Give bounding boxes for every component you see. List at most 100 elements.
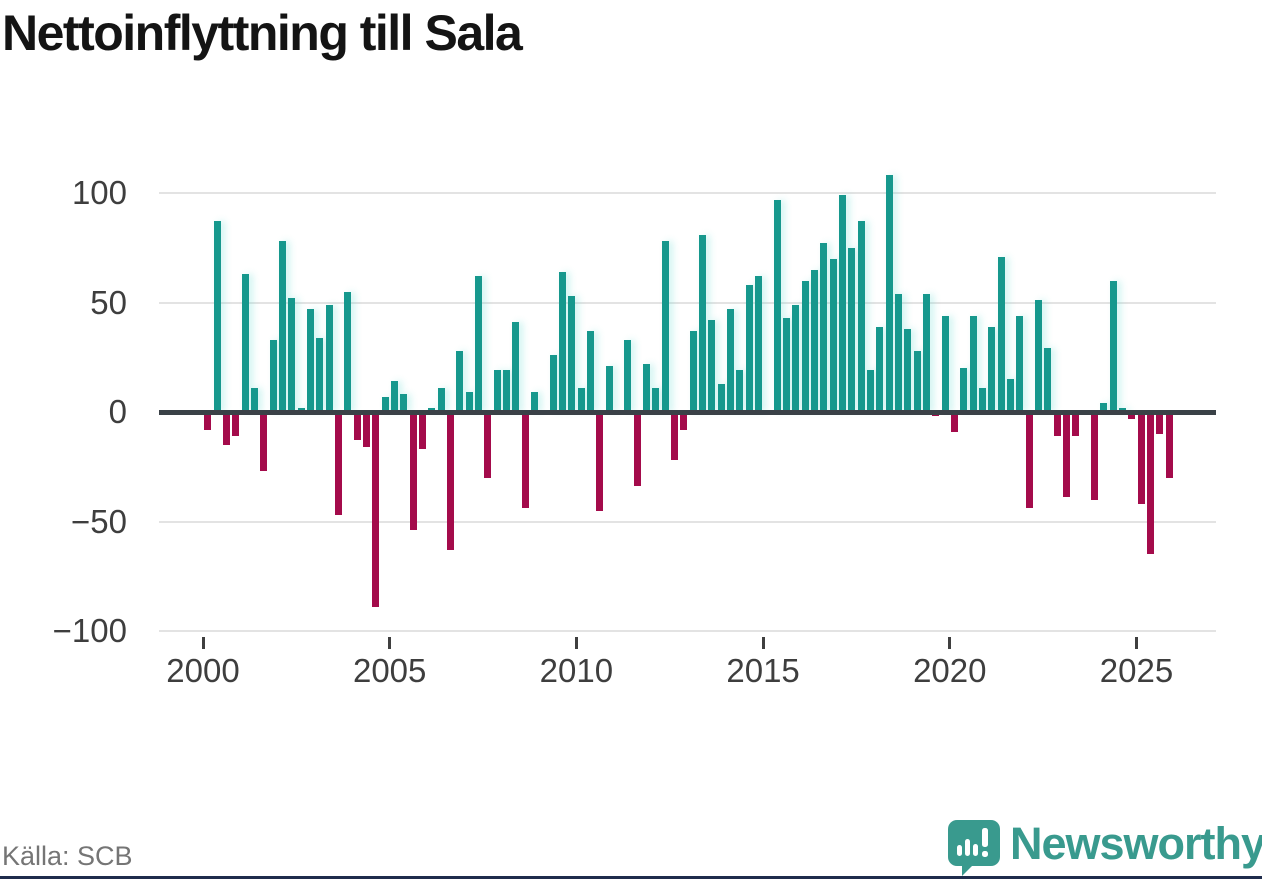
bar-2002q3 (297, 407, 305, 412)
bar-2005q2 (400, 394, 408, 412)
x-tick-label-2005: 2005 (352, 652, 427, 689)
bar-2014q1 (726, 309, 734, 412)
y-tick-label--100: −100 (52, 612, 127, 649)
bar-2004q4 (381, 396, 389, 412)
bar-2017q2 (848, 247, 856, 412)
x-tick-label-2000: 2000 (166, 652, 240, 689)
bar-2009q3 (558, 271, 566, 412)
bar-2002q2 (288, 298, 296, 412)
bar-2014q3 (745, 284, 753, 412)
bar-2006q1 (428, 407, 436, 412)
bar-2024q1 (1100, 403, 1108, 412)
newsworthy-logo-icon (948, 820, 1000, 866)
bar-2015q2 (773, 199, 781, 412)
bottom-accent-border (0, 876, 1262, 879)
bar-2021q2 (997, 256, 1005, 412)
bar-2002q1 (278, 241, 286, 412)
bar-2020q4 (978, 387, 986, 412)
chart-title: Nettoinflyttning till Sala (2, 5, 523, 61)
bar-2010q3 (596, 412, 604, 511)
bar-2008q1 (502, 370, 510, 412)
bar-2016q2 (810, 269, 818, 412)
bar-2021q3 (1006, 379, 1014, 412)
bar-2004q2 (362, 412, 370, 448)
bar-2018q4 (904, 328, 912, 412)
bar-2025q1 (1137, 412, 1145, 504)
bar-2020q3 (969, 315, 977, 412)
bar-2003q4 (344, 291, 352, 412)
x-tick-label-2015: 2015 (726, 652, 800, 689)
x-tick-label-2020: 2020 (913, 652, 987, 689)
bar-2005q1 (390, 381, 398, 412)
logo-chart-bar-icon (973, 844, 978, 856)
bar-2016q4 (829, 258, 837, 412)
bar-2017q4 (866, 370, 874, 412)
bar-2010q2 (586, 330, 594, 412)
y-tick-label-0: 0 (108, 393, 127, 430)
bar-2025q2 (1147, 412, 1154, 555)
bar-2022q4 (1053, 412, 1061, 437)
plot-area: 2000 2005 2010 2015 2020 2025 (159, 150, 1216, 689)
bar-2012q4 (680, 412, 688, 430)
bar-2018q1 (876, 326, 884, 412)
gridline (159, 301, 1216, 304)
bar-2007q4 (493, 370, 501, 412)
x-tick-2015 (761, 637, 765, 649)
bar-2018q3 (894, 293, 902, 412)
logo-chart-bar-icon (965, 839, 970, 856)
bar-2014q2 (736, 370, 744, 412)
bar-2015q4 (792, 304, 800, 412)
bar-2023q1 (1062, 412, 1070, 498)
bar-2006q4 (456, 350, 464, 412)
bar-2009q4 (568, 295, 576, 412)
bar-2022q2 (1034, 300, 1042, 412)
gridline (159, 520, 1216, 523)
bar-2024q2 (1109, 280, 1117, 412)
bar-2010q4 (605, 366, 613, 412)
bar-2018q2 (885, 175, 893, 412)
bar-2023q4 (1090, 412, 1098, 500)
x-tick-2000 (201, 637, 205, 649)
bar-2000q1 (204, 412, 212, 430)
bar-2020q1 (950, 412, 958, 432)
x-tick-label-2010: 2010 (539, 652, 614, 689)
bar-2019q4 (941, 315, 949, 412)
bar-2017q1 (838, 195, 846, 412)
bar-2012q2 (661, 241, 669, 412)
bar-2003q1 (316, 337, 324, 412)
bar-2025q4 (1165, 412, 1173, 478)
bar-2021q1 (988, 326, 996, 412)
bar-2013q1 (689, 330, 697, 412)
bar-2001q3 (260, 412, 268, 472)
bar-2008q4 (530, 392, 538, 412)
bar-2004q3 (372, 412, 380, 607)
bar-2014q4 (754, 276, 762, 412)
bar-2010q1 (577, 387, 585, 412)
bar-2003q2 (325, 304, 333, 412)
bar-2009q2 (549, 355, 557, 412)
source-caption: Källa: SCB (2, 841, 133, 871)
bar-2008q3 (521, 412, 529, 509)
logo-exclamation-dot-icon (982, 851, 988, 857)
bar-2005q4 (418, 412, 426, 450)
bar-2001q2 (250, 387, 258, 412)
bar-2001q4 (269, 339, 277, 412)
bar-2004q1 (353, 412, 361, 441)
gridline (159, 192, 1216, 194)
logo-bubble-tail-icon (962, 862, 976, 876)
x-tick-2025 (1135, 637, 1138, 649)
bar-2007q3 (484, 412, 492, 478)
y-tick-label--50: −50 (71, 502, 127, 540)
bar-2008q2 (512, 322, 520, 412)
bar-2013q3 (708, 320, 716, 412)
zero-axis-line (159, 410, 1216, 415)
bar-2001q1 (241, 274, 249, 412)
bar-2006q2 (437, 387, 445, 412)
bar-2019q1 (913, 350, 921, 412)
x-tick-2020 (948, 637, 952, 649)
bar-2012q3 (670, 412, 678, 461)
bar-2007q2 (474, 276, 482, 412)
bar-2012q1 (652, 387, 660, 412)
bar-2017q3 (857, 221, 865, 412)
bar-2011q3 (633, 412, 641, 487)
